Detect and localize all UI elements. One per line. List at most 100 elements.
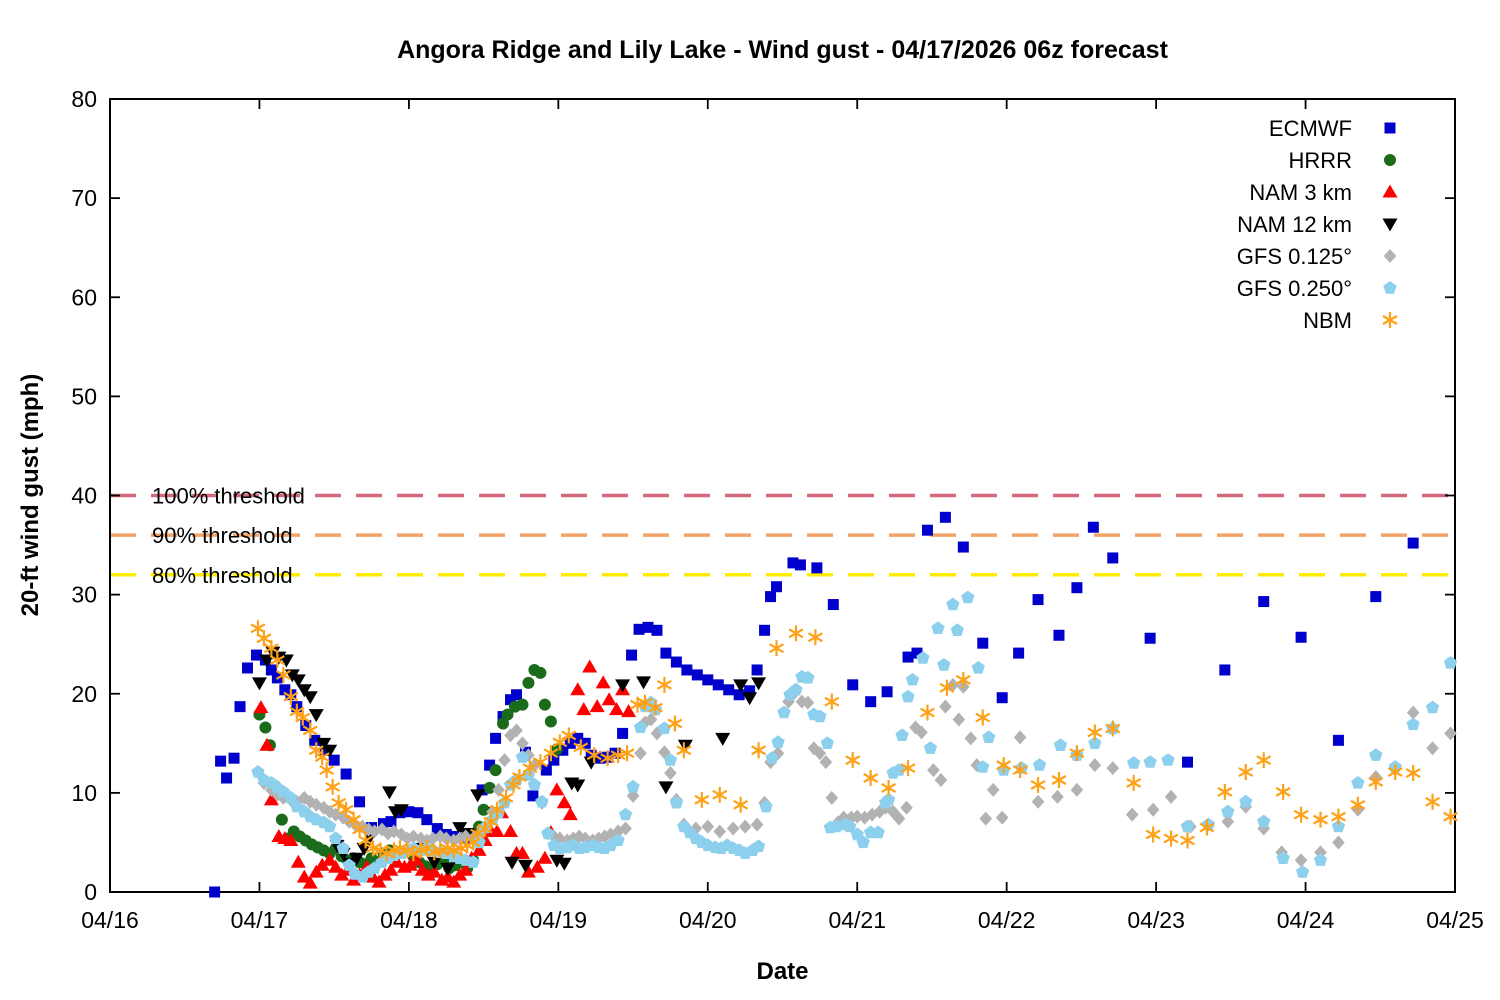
legend-label-hrrr: HRRR — [1288, 148, 1352, 173]
point — [259, 654, 275, 668]
threshold-label-36: 90% threshold — [152, 523, 293, 548]
point — [328, 754, 340, 766]
point — [1088, 758, 1102, 773]
legend-label-nam-12-km: NAM 12 km — [1237, 212, 1352, 237]
point — [549, 782, 565, 796]
point — [413, 845, 429, 856]
point — [946, 597, 960, 611]
point — [769, 643, 785, 654]
point — [1087, 521, 1099, 533]
point — [1313, 814, 1328, 825]
point — [389, 854, 405, 868]
point — [733, 799, 749, 810]
series-nam-3-km — [253, 659, 637, 889]
point — [322, 744, 338, 758]
point — [1369, 748, 1383, 761]
point — [331, 797, 347, 808]
point — [677, 739, 693, 753]
point — [592, 831, 605, 846]
point — [284, 790, 298, 804]
point — [275, 669, 291, 680]
point — [323, 804, 336, 819]
point — [1295, 865, 1310, 878]
point — [765, 591, 777, 603]
point — [381, 786, 397, 800]
point — [1106, 761, 1120, 776]
y-tick-label: 40 — [71, 483, 97, 509]
point — [506, 779, 521, 790]
point — [471, 842, 487, 856]
point — [1387, 767, 1403, 778]
point — [892, 811, 906, 826]
point — [378, 848, 394, 859]
point — [650, 726, 664, 741]
point — [621, 704, 637, 718]
point — [1013, 647, 1025, 659]
point — [715, 732, 731, 746]
point — [540, 764, 552, 776]
point — [617, 727, 629, 739]
legend-marker-square-icon — [1384, 122, 1396, 134]
point — [514, 845, 530, 859]
point — [401, 831, 414, 846]
point — [1146, 802, 1160, 817]
point — [585, 749, 597, 761]
point — [452, 822, 468, 836]
point — [1276, 851, 1290, 864]
point — [489, 764, 502, 777]
point — [626, 788, 640, 803]
point — [881, 792, 896, 806]
y-axis-title: 20-ft wind gust (mph) — [17, 373, 44, 617]
point — [701, 819, 715, 834]
point — [618, 807, 633, 821]
y-tick-label: 70 — [71, 185, 97, 211]
point — [1127, 756, 1141, 769]
point — [782, 694, 795, 709]
point — [634, 746, 647, 761]
point — [358, 835, 374, 846]
point — [863, 773, 879, 783]
point — [765, 751, 779, 764]
point — [470, 789, 486, 803]
point — [626, 779, 640, 793]
point — [346, 814, 362, 825]
point — [302, 691, 318, 705]
point — [295, 712, 311, 723]
legend-marker-diamond-icon — [1383, 249, 1397, 263]
point — [1032, 758, 1047, 771]
point — [582, 659, 598, 673]
point — [1087, 727, 1103, 738]
point — [501, 708, 514, 721]
point — [543, 748, 559, 759]
point — [395, 827, 408, 842]
point — [595, 675, 611, 689]
point — [952, 712, 966, 727]
y-tick-label: 10 — [71, 780, 97, 806]
point — [510, 689, 522, 701]
point — [759, 624, 771, 636]
point — [386, 845, 402, 856]
point — [589, 699, 605, 713]
point — [548, 754, 560, 766]
x-tick-label: 04/19 — [530, 907, 588, 933]
legend-label-gfs-0-125-: GFS 0.125° — [1237, 244, 1352, 269]
point — [691, 669, 703, 681]
point — [1053, 629, 1065, 641]
threshold-label-32: 80% threshold — [152, 563, 293, 588]
point — [820, 736, 834, 749]
point — [408, 852, 424, 866]
point — [1350, 799, 1366, 810]
point — [1294, 853, 1308, 868]
point — [541, 826, 555, 840]
point — [811, 562, 823, 574]
point — [1407, 537, 1419, 549]
legend-label-ecmwf: ECMWF — [1269, 116, 1352, 141]
point — [975, 712, 991, 723]
point — [667, 718, 683, 729]
point — [221, 772, 233, 784]
point — [979, 811, 993, 826]
point — [751, 839, 766, 853]
point — [234, 701, 246, 713]
point — [1071, 582, 1083, 594]
